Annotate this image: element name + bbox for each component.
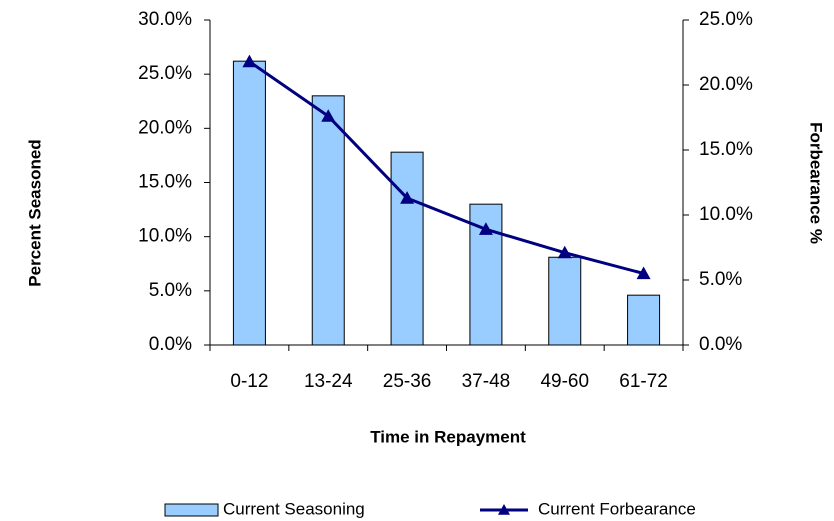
y2-tick-label: 15.0% xyxy=(699,139,753,160)
y2-tick-label: 25.0% xyxy=(699,9,753,30)
marker xyxy=(321,109,336,122)
y-tick-label: 25.0% xyxy=(138,63,192,84)
legend-swatch xyxy=(164,503,219,517)
legend-label: Current Seasoning xyxy=(223,499,365,518)
marker xyxy=(400,191,415,204)
x-tick-label: 25-36 xyxy=(383,371,432,392)
y-tick-label: 15.0% xyxy=(138,172,192,193)
y-axis-title: Percent Seasoned xyxy=(25,139,44,286)
y-tick-label: 20.0% xyxy=(138,117,192,138)
marker xyxy=(242,54,257,68)
bar xyxy=(232,60,266,346)
y-tick-label: 30.0% xyxy=(138,9,192,30)
y2-tick-label: 5.0% xyxy=(699,269,742,290)
marker xyxy=(557,245,572,259)
x-tick-label: 37-48 xyxy=(462,371,511,392)
legend-swatch xyxy=(498,504,510,515)
marker xyxy=(478,222,493,235)
y-tick-label: 10.0% xyxy=(138,226,192,247)
y2-tick-label: 0.0% xyxy=(699,334,742,355)
bar xyxy=(390,151,424,346)
x-tick-label: 13-24 xyxy=(304,371,353,392)
y-tick-label: 0.0% xyxy=(149,334,192,355)
bar xyxy=(627,294,661,346)
line xyxy=(248,60,644,275)
y2-tick-label: 10.0% xyxy=(699,204,753,225)
y-tick-label: 5.0% xyxy=(149,280,192,301)
marker xyxy=(636,266,651,280)
y2-tick-label: 20.0% xyxy=(699,74,753,95)
y2-axis-title: Forbearance % xyxy=(807,122,826,244)
x-tick-label: 0-12 xyxy=(230,371,268,392)
x-tick-label: 49-60 xyxy=(540,371,589,392)
legend-label: Current Forbearance xyxy=(538,499,696,518)
x-tick-label: 61-72 xyxy=(619,371,668,392)
x-axis-title: Time in Repayment xyxy=(370,427,526,446)
bar xyxy=(548,256,582,346)
bar xyxy=(311,95,345,346)
